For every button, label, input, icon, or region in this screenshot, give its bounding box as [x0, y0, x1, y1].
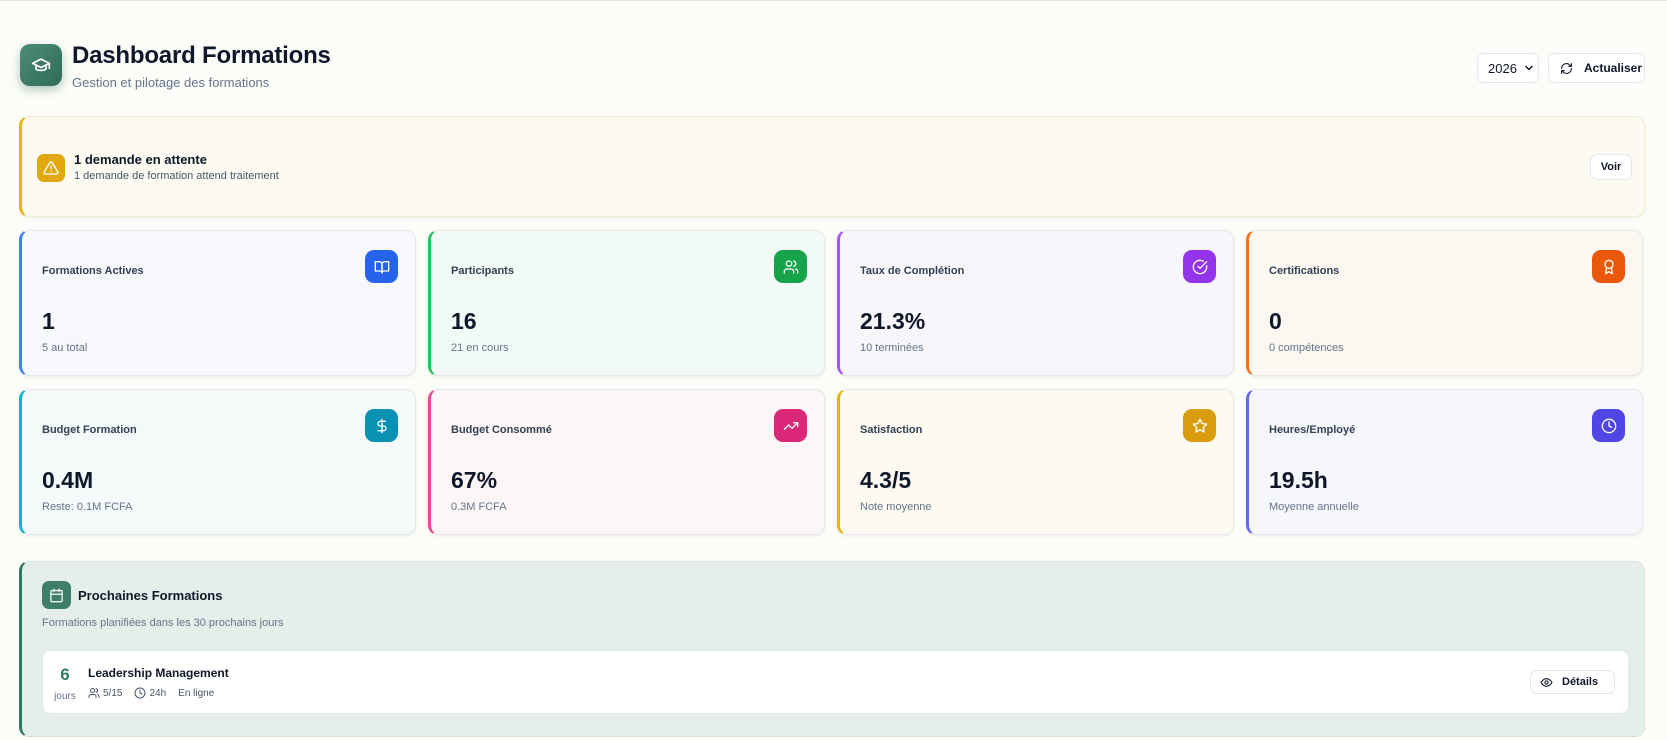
check-circle-icon [1183, 250, 1216, 283]
stat-value: 1 [42, 308, 55, 334]
stat-subtext: Moyenne annuelle [1269, 501, 1359, 513]
calendar-icon [42, 581, 71, 609]
upcoming-training-item[interactable]: 6 jours Leadership Management 5/15 24h [42, 650, 1629, 714]
stat-label: Formations Actives [42, 265, 144, 277]
stat-value: 0.4M [42, 467, 94, 493]
stat-subtext: 5 au total [42, 342, 88, 354]
users-icon [88, 687, 100, 699]
stat-card-certifications[interactable]: Certifications 0 0 compétences [1246, 230, 1643, 376]
eye-icon [1540, 676, 1553, 689]
stat-card-budget-formation[interactable]: Budget Formation 0.4M Reste: 0.1M FCFA [19, 389, 416, 535]
stat-subtext: 0 compétences [1269, 342, 1344, 354]
stat-label: Budget Formation [42, 424, 137, 436]
details-button[interactable]: Détails [1530, 670, 1615, 694]
stat-value: 67% [451, 467, 498, 493]
stat-card-budget-consomme[interactable]: Budget Consommé 67% 0.3M FCFA [428, 389, 825, 535]
stat-value: 0 [1269, 308, 1282, 334]
stat-label: Budget Consommé [451, 424, 552, 436]
stat-card-satisfaction[interactable]: Satisfaction 4.3/5 Note moyenne [837, 389, 1234, 535]
alert-description: 1 demande de formation attend traitement [74, 170, 279, 182]
stat-subtext: Note moyenne [860, 501, 932, 513]
stat-card-participants[interactable]: Participants 16 21 en cours [428, 230, 825, 376]
stat-card-hours-per-employee[interactable]: Heures/Employé 19.5h Moyenne annuelle [1246, 389, 1643, 535]
top-border [0, 0, 1667, 1]
trending-up-icon [774, 409, 807, 442]
stat-label: Certifications [1269, 265, 1340, 277]
year-select[interactable]: 2026 [1477, 53, 1539, 83]
upcoming-description: Formations planifiées dans les 30 procha… [42, 617, 284, 629]
stat-subtext: Reste: 0.1M FCFA [42, 501, 133, 513]
participants-meta: 5/15 [88, 687, 122, 699]
stat-card-completion-rate[interactable]: Taux de Complétion 21.3% 10 terminées [837, 230, 1234, 376]
training-meta: 5/15 24h En ligne [88, 687, 226, 699]
stat-subtext: 0.3M FCFA [451, 501, 507, 513]
book-open-icon [365, 250, 398, 283]
stat-subtext: 21 en cours [451, 342, 509, 354]
clock-icon [1592, 409, 1625, 442]
stat-value: 16 [451, 308, 477, 334]
training-name: Leadership Management [88, 666, 229, 680]
days-until-label: jours [54, 691, 76, 702]
participants-count: 5/15 [103, 687, 123, 699]
warning-triangle-icon [37, 154, 65, 182]
star-icon [1183, 409, 1216, 442]
year-select-value: 2026 [1488, 60, 1517, 76]
upcoming-title: Prochaines Formations [78, 588, 223, 603]
stat-label: Satisfaction [860, 424, 923, 436]
refresh-button[interactable]: Actualiser [1548, 53, 1645, 83]
refresh-label: Actualiser [1584, 61, 1643, 75]
details-label: Détails [1562, 676, 1599, 688]
stat-label: Participants [451, 265, 514, 277]
dollar-icon [365, 409, 398, 442]
refresh-icon [1560, 62, 1573, 75]
days-until-count: 6 [60, 665, 70, 684]
duration-meta: 24h [134, 687, 166, 699]
stat-value: 4.3/5 [860, 467, 912, 493]
duration-value: 24h [149, 687, 167, 699]
pending-request-alert: 1 demande en attente 1 demande de format… [19, 116, 1645, 217]
graduation-cap-icon [20, 44, 62, 86]
training-mode: En ligne [178, 687, 215, 699]
stat-value: 21.3% [860, 308, 926, 334]
page-header: Dashboard Formations Gestion et pilotage… [20, 42, 1645, 90]
page-title: Dashboard Formations [72, 42, 331, 69]
stat-label: Taux de Complétion [860, 265, 965, 277]
award-icon [1592, 250, 1625, 283]
stat-card-formations-actives[interactable]: Formations Actives 1 5 au total [19, 230, 416, 376]
view-requests-button[interactable]: Voir [1590, 154, 1632, 180]
stat-value: 19.5h [1269, 467, 1328, 493]
clock-icon [134, 687, 146, 699]
stat-label: Heures/Employé [1269, 424, 1356, 436]
chevron-down-icon [1523, 62, 1535, 74]
users-icon [774, 250, 807, 283]
stat-subtext: 10 terminées [860, 342, 924, 354]
page-subtitle: Gestion et pilotage des formations [72, 75, 270, 90]
upcoming-trainings-panel: Prochaines Formations Formations planifi… [19, 561, 1645, 737]
alert-title: 1 demande en attente [74, 152, 207, 167]
